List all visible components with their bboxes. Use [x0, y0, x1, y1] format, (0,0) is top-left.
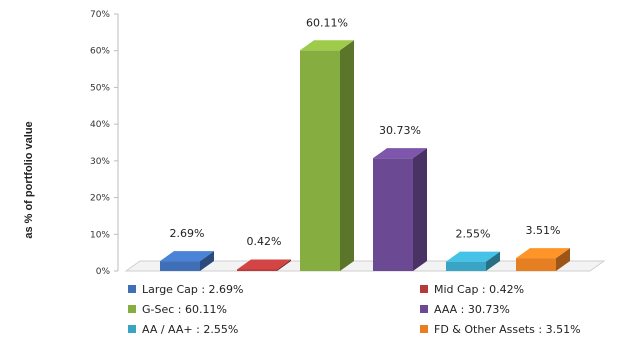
bar-side: [413, 148, 427, 271]
legend-item: FD & Other Assets : 3.51%: [420, 320, 581, 338]
y-tick-label: 0%: [96, 267, 111, 277]
legend-label: AAA : 30.73%: [434, 302, 510, 316]
data-label: 3.51%: [526, 224, 561, 237]
bar-top: [300, 40, 354, 51]
legend-label: Mid Cap : 0.42%: [434, 282, 525, 296]
bar-side: [486, 251, 500, 271]
bar: [373, 158, 413, 271]
legend-swatch: [128, 305, 136, 313]
bar: [516, 258, 556, 271]
legend-item: AA / AA+ : 2.55%: [128, 320, 238, 338]
data-label: 2.69%: [170, 227, 205, 240]
bar-side: [340, 40, 354, 272]
data-label: 0.42%: [247, 235, 282, 248]
legend-swatch: [128, 285, 136, 293]
legend-item: AAA : 30.73%: [420, 300, 510, 318]
legend-label: G-Sec : 60.11%: [142, 302, 227, 316]
bar-side: [200, 251, 214, 271]
y-tick-label: 30%: [90, 157, 110, 167]
bar-top: [160, 251, 214, 262]
y-tick-label: 60%: [90, 47, 110, 57]
bar-top: [373, 148, 427, 159]
bar: [446, 261, 486, 271]
bar: [300, 50, 340, 272]
legend-swatch: [420, 285, 428, 293]
y-tick-label: 20%: [90, 194, 110, 204]
y-tick-label: 10%: [90, 230, 110, 240]
legend-swatch: [420, 305, 428, 313]
bar-top: [516, 248, 570, 259]
y-tick-label: 50%: [90, 83, 110, 93]
data-label: 2.55%: [456, 228, 491, 241]
bar-top: [237, 259, 291, 270]
bar: [160, 261, 200, 271]
legend-swatch: [128, 325, 136, 333]
bar-side: [277, 259, 291, 271]
legend-item: G-Sec : 60.11%: [128, 300, 227, 318]
bar-side: [556, 248, 570, 271]
legend-label: Large Cap : 2.69%: [142, 282, 244, 296]
legend-label: FD & Other Assets : 3.51%: [434, 322, 581, 336]
y-tick-label: 70%: [90, 10, 110, 20]
data-label: 60.11%: [306, 16, 348, 29]
y-tick-label: 40%: [90, 120, 110, 130]
chart-legend: Large Cap : 2.69% Mid Cap : 0.42% G-Sec : …: [128, 280, 628, 338]
legend-label: AA / AA+ : 2.55%: [142, 322, 239, 336]
bar-top: [446, 251, 500, 262]
bar: [237, 269, 277, 271]
legend-swatch: [420, 325, 428, 333]
y-axis-label: as % of portfolio value: [23, 121, 35, 238]
legend-item: Mid Cap : 0.42%: [420, 280, 524, 298]
chart-canvas: as % of portfolio value 0% 10% 20% 30% 40% 50%…: [23, 10, 606, 277]
data-label: 30.73%: [379, 124, 421, 137]
legend-item: Large Cap : 2.69%: [128, 280, 244, 298]
